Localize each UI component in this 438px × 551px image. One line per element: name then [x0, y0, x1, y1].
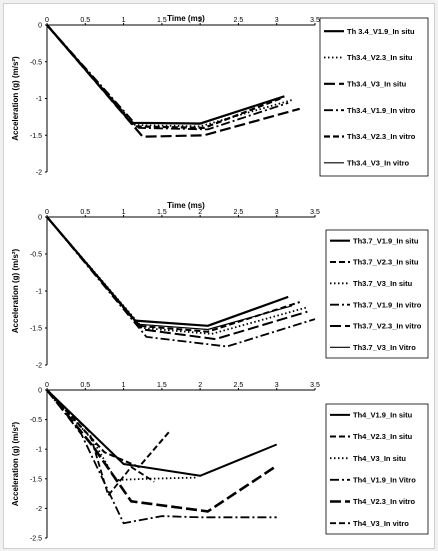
legend: Th4_V1.9_In situ Th4_V2.3_In situ Th4_V3_I… — [325, 403, 429, 535]
series-line-1 — [46, 24, 285, 125]
x-axis-title: Time (ms) — [167, 201, 205, 210]
x-tick-label: 1.5 — [157, 209, 167, 216]
legend-label: Th3.4_V3_In situ — [347, 80, 407, 89]
legend-label: Th3.7_V3_In situ — [353, 279, 413, 288]
x-tick-label: 3 — [275, 382, 279, 389]
series-line-3 — [46, 24, 300, 138]
x-tick-label: 3.5 — [310, 382, 320, 389]
series-line-6 — [46, 24, 277, 125]
legend-label: Th3.4_V2.3_In vitro — [347, 132, 416, 141]
y-tick-label: -0.5 — [30, 252, 42, 259]
legend: Th3.7_V1.9_In situ Th3.7_V2.3_In situ Th3.… — [325, 229, 429, 359]
x-tick-label: 1.5 — [157, 17, 167, 24]
series-line-5 — [46, 24, 281, 130]
x-tick-label: 3.5 — [310, 209, 320, 216]
legend-label: Th4_V2.3_In vitro — [353, 497, 416, 506]
x-axis-title: Time (ms) — [167, 14, 205, 23]
x-tick-label: 1 — [122, 209, 126, 216]
legend-label: Th 3.4_V1.9_In situ — [347, 27, 415, 36]
chart-panel-1: 0 0.5 1 1.5 2 2.5 3 3.5 0 -0.5 -1 -1.5 -2 Time (ms) Ac… — [11, 14, 429, 177]
series-line-2 — [46, 24, 293, 128]
y-tick-label: 0 — [38, 388, 42, 395]
legend-label: Th4_V1.9_In Vitro — [353, 476, 416, 485]
y-tick-label: -2 — [36, 170, 42, 177]
legend-label: Th4_V3_In situ — [353, 454, 406, 463]
y-axis-title: Acceleration (g) (m/s²) — [11, 421, 20, 506]
legend-label: Th4_V1.9_In situ — [353, 411, 413, 420]
chart-panel-3: 0 0.5 1 1.5 2 2.5 3 3.5 0 -0.5 -1 -1.5 -2 -2.5 Acceler… — [11, 382, 429, 543]
series-line-4 — [46, 24, 289, 131]
y-tick-label: 0 — [38, 215, 42, 222]
y-tick-label: -2 — [36, 506, 42, 513]
x-tick-label: 3 — [275, 209, 279, 216]
series-line-3 — [46, 216, 308, 335]
series-line-3 — [46, 389, 197, 481]
y-axis-title: Acceleration (g) (m/s²) — [11, 56, 20, 141]
y-tick-label: -2.5 — [30, 536, 42, 543]
x-tick-label: 1 — [122, 17, 126, 24]
y-tick-label: -1 — [36, 289, 42, 296]
figure: 0 0.5 1 1.5 2 2.5 3 3.5 0 -0.5 -1 -1.5 -2 Time (ms) Ac… — [3, 3, 435, 549]
x-tick-label: 0.5 — [80, 209, 90, 216]
x-tick-label: 0 — [45, 382, 49, 389]
charts-canvas: 0 0.5 1 1.5 2 2.5 3 3.5 0 -0.5 -1 -1.5 -2 Time (ms) Ac… — [11, 14, 429, 543]
legend-label: Th3.7_V2.3_In vitro — [353, 322, 422, 331]
legend-label: Th3.7_V3_In Vitro — [353, 343, 416, 352]
series-line-1 — [46, 389, 278, 477]
series-line-1 — [46, 216, 289, 327]
legend-label: Th4_V3_In vitro — [353, 519, 409, 528]
x-tick-label: 1.5 — [157, 382, 167, 389]
chart-panel-2: 0 0.5 1 1.5 2 2.5 3 3.5 0 -0.5 -1 -1.5 -2 Time (ms) Ac… — [11, 201, 429, 370]
x-tick-label: 2.5 — [234, 209, 244, 216]
series-line-5 — [45, 389, 278, 513]
legend-box — [319, 17, 429, 177]
y-tick-label: -1.5 — [30, 326, 42, 333]
x-tick-label: 2.5 — [234, 382, 244, 389]
legend: Th 3.4_V1.9_In situ Th3.4_V2.3_In situ Th3… — [319, 17, 429, 177]
legend-label: Th3.7_V1.9_In situ — [353, 236, 419, 245]
y-tick-label: -0.5 — [30, 417, 42, 424]
y-tick-label: -1 — [36, 447, 42, 454]
x-tick-label: 3.5 — [310, 17, 320, 24]
x-tick-label: 2 — [198, 209, 202, 216]
series-line-5 — [46, 216, 308, 341]
y-tick-label: 0 — [38, 23, 42, 30]
legend-label: Th3.7_V1.9_In vitro — [353, 300, 422, 309]
legend-label: Th3.4_V1.9_In vitro — [347, 106, 416, 115]
x-tick-label: 0.5 — [80, 17, 90, 24]
y-tick-label: -2 — [36, 363, 42, 370]
legend-label: Th3.7_V2.3_In situ — [353, 258, 419, 267]
series-line-2 — [46, 216, 301, 333]
legend-label: Th3.4_V3_In vitro — [347, 159, 410, 168]
y-tick-label: -0.5 — [30, 59, 42, 66]
x-tick-label: 2.5 — [234, 17, 244, 24]
y-tick-label: -1.5 — [30, 133, 42, 140]
legend-box — [325, 229, 429, 359]
legend-box — [325, 403, 429, 535]
legend-label: Th3.4_V2.3_In situ — [347, 53, 413, 62]
x-tick-label: 0.5 — [80, 382, 90, 389]
series-line-2 — [46, 389, 171, 468]
series-line-6 — [46, 216, 293, 331]
legend-label: Th4_V2.3_In situ — [353, 432, 413, 441]
x-tick-label: 0 — [45, 209, 49, 216]
series-line-6 — [46, 389, 155, 497]
x-tick-label: 2 — [198, 382, 202, 389]
y-axis-title: Acceleration (g) (m/s²) — [11, 248, 20, 333]
y-tick-label: -1.5 — [30, 476, 42, 483]
y-tick-label: -1 — [36, 96, 42, 103]
x-tick-label: 1 — [122, 382, 126, 389]
x-tick-label: 0 — [45, 17, 49, 24]
series-line-4 — [46, 389, 277, 525]
x-tick-label: 3 — [275, 17, 279, 24]
x-tick-label: 2 — [198, 17, 202, 24]
